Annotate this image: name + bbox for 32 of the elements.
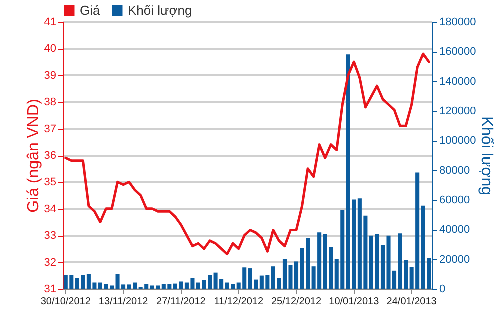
y-tick-label: 36: [44, 150, 56, 162]
x-tick-label: 25/12/2012: [271, 296, 322, 308]
y2-tick-label: 40000: [440, 224, 470, 236]
x-tick-label: 27/11/2012: [156, 296, 206, 308]
y2-tick-label: 20000: [440, 254, 470, 266]
y-tick-label: 40: [44, 43, 56, 56]
y2-tick-label: 120000: [440, 106, 476, 118]
x-tick-label: 30/10/2012: [40, 296, 92, 308]
x-tick-label: 24/01/2013: [386, 296, 438, 308]
y-tick-label: 33: [44, 230, 56, 242]
y2-tick-label: 180000: [440, 16, 476, 28]
y2-tick-label: 60000: [440, 194, 470, 206]
y-tick-label: 37: [44, 123, 56, 136]
legend-label: Khối lượng: [128, 2, 192, 18]
x-tick-label: 13/11/2012: [98, 296, 149, 308]
y2-tick-label: 140000: [440, 76, 476, 88]
y2-axis-title: Khối lượng: [478, 116, 496, 196]
y2-tick-label: 80000: [440, 164, 470, 177]
y-axis-title: Giá (ngân VND): [25, 99, 42, 213]
x-tick-label: 11/12/2012: [214, 296, 264, 308]
y-tick-label: 38: [44, 96, 56, 109]
y2-tick-label: 160000: [440, 46, 476, 58]
y2-tick-label: 0: [440, 284, 446, 296]
y-tick-label: 39: [44, 70, 56, 82]
legend-label: Giá: [80, 2, 101, 18]
y-tick-label: 34: [44, 203, 56, 216]
y-tick-label: 32: [44, 256, 56, 269]
x-tick-label: 10/01/2013: [329, 296, 380, 308]
y-tick-label: 31: [44, 284, 56, 296]
y2-tick-label: 100000: [440, 135, 476, 148]
y-tick-label: 35: [44, 176, 56, 189]
y-tick-label: 41: [44, 16, 56, 28]
